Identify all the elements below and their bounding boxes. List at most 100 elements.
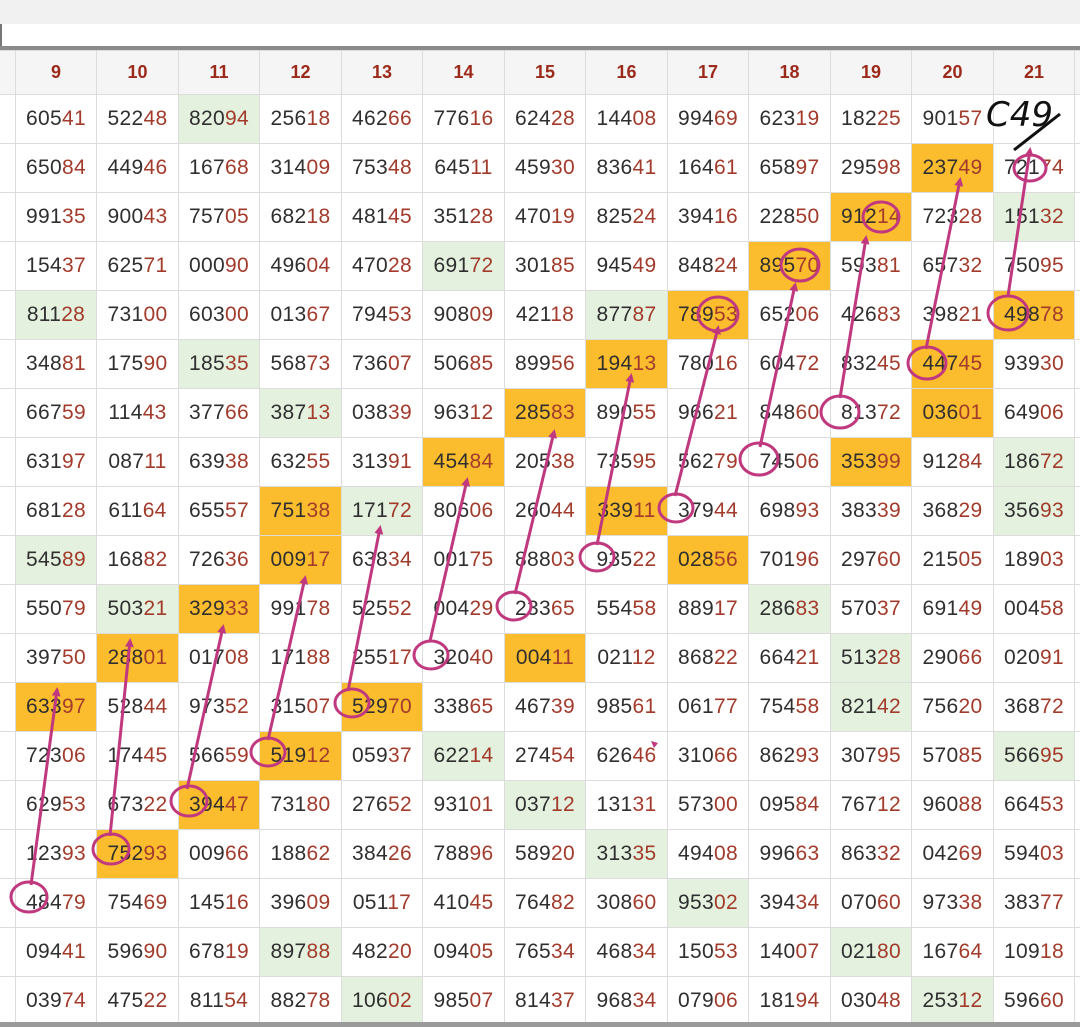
cell-prefix: 315 [270, 695, 307, 718]
number-cell: 20538 [504, 437, 586, 487]
table-row: 66759 11443 37766 38713 03839 96312 28583 89055… [0, 388, 1080, 438]
number-cell: 38713 [259, 388, 342, 438]
cell-last-digits: 24 [632, 205, 657, 228]
cell-last-digits: 65 [550, 597, 575, 620]
number-cell [0, 388, 16, 438]
number-cell: 16764 [911, 927, 994, 977]
cell-last-digits: 48 [387, 156, 412, 179]
cell-last-digits: 85 [958, 744, 983, 767]
cell-prefix: 811 [26, 303, 62, 326]
cell-prefix: 776 [433, 107, 470, 130]
cell-last-digits: 45 [143, 744, 168, 767]
cell-prefix: 529 [352, 695, 388, 718]
number-cell: 68218 [259, 192, 342, 242]
number-cell: 8 [1074, 192, 1080, 242]
number-cell: 99663 [748, 829, 831, 879]
cell-last-digits: 62 [306, 842, 331, 865]
number-cell: 00917 [259, 535, 342, 585]
number-cell: 30185 [504, 241, 586, 291]
number-cell: 38339 [830, 486, 912, 536]
cell-last-digits: 43 [142, 401, 167, 424]
cell-last-digits: 77 [1039, 891, 1064, 914]
number-cell: 03974 [15, 976, 97, 1024]
cell-prefix: 736 [352, 352, 388, 375]
cell-prefix: 626 [596, 744, 633, 767]
cell-prefix: 764 [515, 891, 551, 914]
cell-prefix: 421 [515, 303, 551, 326]
cell-last-digits: 87 [632, 303, 657, 326]
cell-prefix: 387 [270, 401, 307, 424]
number-cell: 81437 [504, 976, 586, 1024]
cell-last-digits: 54 [550, 744, 575, 767]
number-cell: 01708 [178, 633, 260, 683]
cell-prefix: 503 [107, 597, 144, 620]
cell-last-digits: 39 [550, 695, 575, 718]
col-header-17: 17 [667, 50, 749, 95]
cell-prefix: 175 [107, 352, 144, 375]
cell-last-digits: 95 [876, 744, 901, 767]
cell-last-digits: 18 [306, 107, 331, 130]
cell-last-digits: 16 [713, 205, 738, 228]
cell-prefix: 481 [352, 205, 388, 228]
cell-last-digits: 72 [469, 254, 494, 277]
number-cell: 74506 [748, 437, 831, 487]
number-cell: 75620 [911, 682, 994, 732]
cell-last-digits: 35 [61, 205, 86, 228]
cell-last-digits: 16 [469, 107, 494, 130]
cell-last-digits: 80 [876, 940, 901, 963]
number-cell: 27652 [341, 780, 423, 830]
cell-prefix: 624 [515, 107, 551, 130]
cell-last-digits: 21 [795, 646, 820, 669]
cell-prefix: 410 [433, 891, 470, 914]
number-cell: 05117 [341, 878, 423, 928]
cell-prefix: 596 [1004, 989, 1040, 1012]
number-cell: 25312 [911, 976, 994, 1024]
cell-last-digits: 00 [713, 793, 738, 816]
cell-prefix: 750 [1004, 254, 1040, 277]
cell-last-digits: 99 [876, 450, 901, 473]
cell-prefix: 931 [433, 793, 470, 816]
number-cell: 0 [1074, 829, 1080, 879]
cell-last-digits: 00 [143, 303, 168, 326]
cell-last-digits: 28 [550, 107, 575, 130]
cell-last-digits: 41 [61, 107, 86, 130]
number-cell: 81372 [830, 388, 912, 438]
cell-last-digits: 61 [713, 156, 738, 179]
number-cell: 72306 [15, 731, 97, 781]
number-cell: 86332 [830, 829, 912, 879]
number-cell: 60541 [15, 94, 97, 144]
cell-last-digits: 03 [550, 548, 575, 571]
cell-last-digits: 53 [713, 940, 738, 963]
cell-prefix: 182 [841, 107, 877, 130]
number-cell: 86822 [667, 633, 749, 683]
number-cell: 55458 [585, 584, 668, 634]
number-cell: 32040 [422, 633, 505, 683]
col-header-19: 19 [830, 50, 912, 95]
cell-prefix: 877 [596, 303, 633, 326]
cell-prefix: 394 [189, 793, 225, 816]
cell-last-digits: 02 [387, 989, 412, 1012]
cell-last-digits: 42 [876, 695, 901, 718]
cell-prefix: 908 [433, 303, 470, 326]
number-cell: 79453 [341, 290, 423, 340]
cell-prefix: 351 [433, 205, 470, 228]
number-cell: 21505 [911, 535, 994, 585]
number-cell: 52970 [341, 682, 423, 732]
number-cell: 52844 [96, 682, 179, 732]
cell-prefix: 888 [515, 548, 551, 571]
cell-prefix: 151 [1004, 205, 1040, 228]
number-cell: 67819 [178, 927, 260, 977]
cell-prefix: 570 [922, 744, 959, 767]
cell-last-digits: 09 [306, 891, 331, 914]
number-cell [0, 927, 16, 977]
cell-last-digits: 84 [958, 450, 983, 473]
number-cell: 66453 [993, 780, 1075, 830]
cell-last-digits: 20 [958, 695, 983, 718]
number-cell: 34881 [15, 339, 97, 389]
cell-prefix: 320 [433, 646, 470, 669]
cell-last-digits: 66 [387, 107, 412, 130]
number-cell [0, 780, 16, 830]
cell-last-digits: 70 [387, 695, 412, 718]
number-cell: 00411 [504, 633, 586, 683]
cell-prefix: 009 [189, 842, 225, 865]
